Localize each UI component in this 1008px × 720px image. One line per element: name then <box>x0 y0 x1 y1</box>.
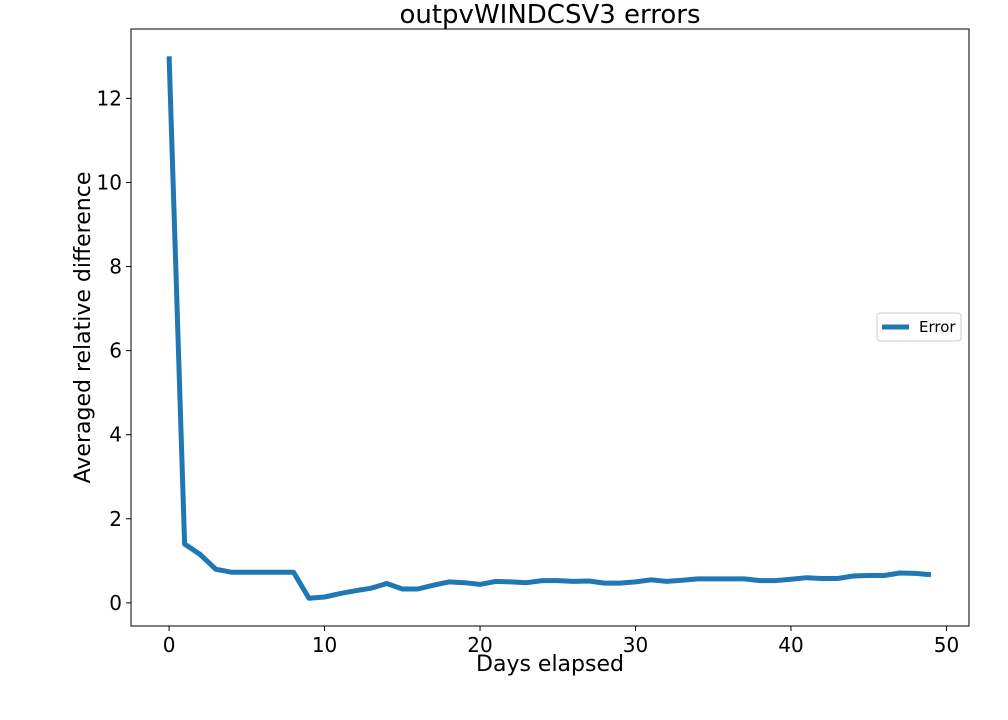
x-tick-label: 40 <box>778 633 803 657</box>
y-tick-label: 10 <box>97 170 122 194</box>
legend-box <box>876 312 962 342</box>
x-tick-label: 50 <box>934 633 959 657</box>
y-tick-label: 2 <box>109 507 122 531</box>
y-tick-label: 6 <box>109 339 122 363</box>
plot-area <box>166 56 932 601</box>
y-tick-label: 8 <box>109 255 122 279</box>
x-axis-label: Days elapsed <box>476 652 624 677</box>
x-tick-label: 10 <box>312 633 337 657</box>
plot-frame <box>130 28 970 627</box>
y-tick-label: 0 <box>109 591 122 615</box>
series-line-error <box>166 56 932 601</box>
x-tick-label: 30 <box>623 633 648 657</box>
legend: Error <box>876 312 962 342</box>
y-axis: 0 2 4 6 8 10 12 <box>97 86 131 615</box>
x-tick-label: 0 <box>163 633 176 657</box>
x-axis: 0 10 20 30 40 50 <box>163 626 959 657</box>
chart-title: outpvWINDCSV3 errors <box>399 0 700 30</box>
legend-label: Error <box>919 318 956 336</box>
y-tick-label: 12 <box>97 86 122 110</box>
x-tick-label: 20 <box>467 633 492 657</box>
y-tick-label: 4 <box>109 423 122 447</box>
y-axis-label: Averaged relative difference <box>71 172 96 484</box>
